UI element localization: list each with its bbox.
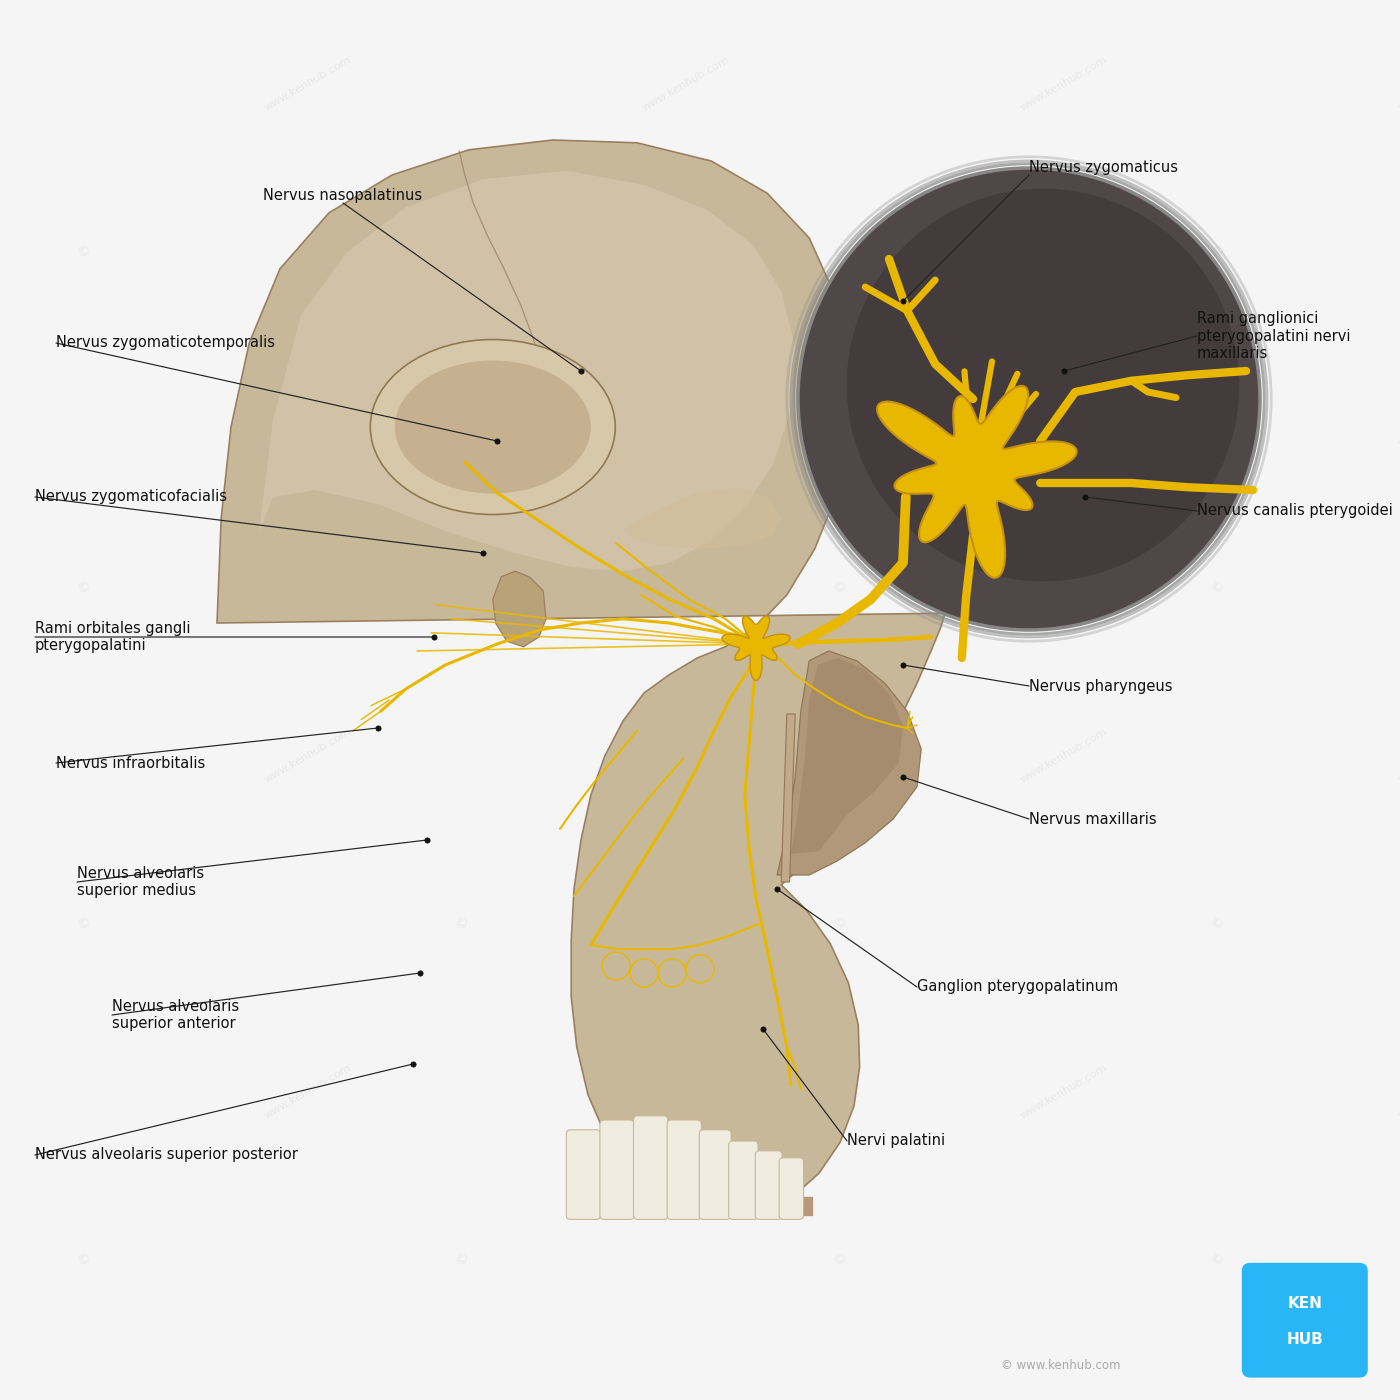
Text: Nervus alveolaris superior posterior: Nervus alveolaris superior posterior	[35, 1148, 298, 1162]
Text: Rami ganglionici
pterygopalatini nervi
maxillaris: Rami ganglionici pterygopalatini nervi m…	[1197, 311, 1351, 361]
Text: Nervus maxillaris: Nervus maxillaris	[1029, 812, 1156, 826]
FancyBboxPatch shape	[778, 1158, 804, 1219]
Text: www.kenhub.com: www.kenhub.com	[1397, 727, 1400, 785]
Text: Nervus nasopalatinus: Nervus nasopalatinus	[263, 188, 423, 203]
Text: ©: ©	[452, 242, 472, 262]
FancyBboxPatch shape	[1242, 1263, 1368, 1378]
Text: ©: ©	[1208, 914, 1228, 934]
FancyBboxPatch shape	[756, 1151, 783, 1219]
Text: Ganglion pterygopalatinum: Ganglion pterygopalatinum	[917, 980, 1119, 994]
Text: ©: ©	[1208, 578, 1228, 598]
Text: © www.kenhub.com: © www.kenhub.com	[1001, 1359, 1120, 1372]
Text: Nervus alveolaris
superior anterior: Nervus alveolaris superior anterior	[112, 998, 239, 1032]
Text: ©: ©	[74, 578, 94, 598]
Text: ©: ©	[830, 914, 850, 934]
Ellipse shape	[395, 360, 591, 494]
Text: Nervus zygomaticofacialis: Nervus zygomaticofacialis	[35, 490, 227, 504]
Text: KEN: KEN	[1288, 1296, 1322, 1310]
Text: ©: ©	[452, 914, 472, 934]
Text: HUB: HUB	[1287, 1333, 1323, 1347]
Text: www.kenhub.com: www.kenhub.com	[263, 55, 353, 113]
Polygon shape	[493, 571, 546, 647]
Text: Nervus zygomaticotemporalis: Nervus zygomaticotemporalis	[56, 336, 274, 350]
Text: www.kenhub.com: www.kenhub.com	[263, 391, 353, 449]
Text: Nervus alveolaris
superior medius: Nervus alveolaris superior medius	[77, 865, 204, 899]
Polygon shape	[791, 658, 903, 854]
Polygon shape	[781, 714, 795, 882]
Text: ©: ©	[830, 242, 850, 262]
Text: www.kenhub.com: www.kenhub.com	[1019, 391, 1109, 449]
Polygon shape	[217, 140, 945, 1215]
Polygon shape	[623, 487, 781, 549]
Text: www.kenhub.com: www.kenhub.com	[641, 55, 731, 113]
Text: Nervus zygomaticus: Nervus zygomaticus	[1029, 160, 1177, 175]
FancyBboxPatch shape	[633, 1116, 668, 1219]
Text: Nervus infraorbitalis: Nervus infraorbitalis	[56, 756, 206, 770]
Circle shape	[798, 168, 1260, 630]
Text: ©: ©	[1208, 242, 1228, 262]
Text: www.kenhub.com: www.kenhub.com	[641, 1063, 731, 1121]
Text: ©: ©	[1208, 1250, 1228, 1270]
Polygon shape	[259, 171, 795, 571]
FancyBboxPatch shape	[668, 1120, 701, 1219]
Text: ©: ©	[830, 1250, 850, 1270]
FancyBboxPatch shape	[700, 1130, 731, 1219]
Text: www.kenhub.com: www.kenhub.com	[1019, 1063, 1109, 1121]
Text: www.kenhub.com: www.kenhub.com	[263, 1063, 353, 1121]
FancyBboxPatch shape	[729, 1141, 757, 1219]
Text: ©: ©	[452, 578, 472, 598]
Ellipse shape	[370, 340, 615, 515]
Text: www.kenhub.com: www.kenhub.com	[1019, 727, 1109, 785]
Text: ©: ©	[830, 578, 850, 598]
FancyBboxPatch shape	[599, 1120, 634, 1219]
Text: Nervus canalis pterygoidei: Nervus canalis pterygoidei	[1197, 504, 1393, 518]
Text: ©: ©	[452, 1250, 472, 1270]
FancyBboxPatch shape	[566, 1130, 601, 1219]
Text: ©: ©	[74, 1250, 94, 1270]
Text: ©: ©	[74, 914, 94, 934]
Text: www.kenhub.com: www.kenhub.com	[641, 391, 731, 449]
Polygon shape	[876, 386, 1077, 578]
Text: www.kenhub.com: www.kenhub.com	[1397, 391, 1400, 449]
Text: www.kenhub.com: www.kenhub.com	[1019, 55, 1109, 113]
Text: www.kenhub.com: www.kenhub.com	[641, 727, 731, 785]
Polygon shape	[777, 651, 921, 875]
Text: www.kenhub.com: www.kenhub.com	[263, 727, 353, 785]
Circle shape	[847, 189, 1239, 581]
Text: Nervus pharyngeus: Nervus pharyngeus	[1029, 679, 1173, 693]
Text: www.kenhub.com: www.kenhub.com	[1397, 55, 1400, 113]
Text: Nervi palatini: Nervi palatini	[847, 1134, 945, 1148]
Text: www.kenhub.com: www.kenhub.com	[1397, 1063, 1400, 1121]
Polygon shape	[722, 616, 790, 680]
Text: Rami orbitales gangli
pterygopalatini: Rami orbitales gangli pterygopalatini	[35, 620, 190, 654]
Text: ©: ©	[74, 242, 94, 262]
